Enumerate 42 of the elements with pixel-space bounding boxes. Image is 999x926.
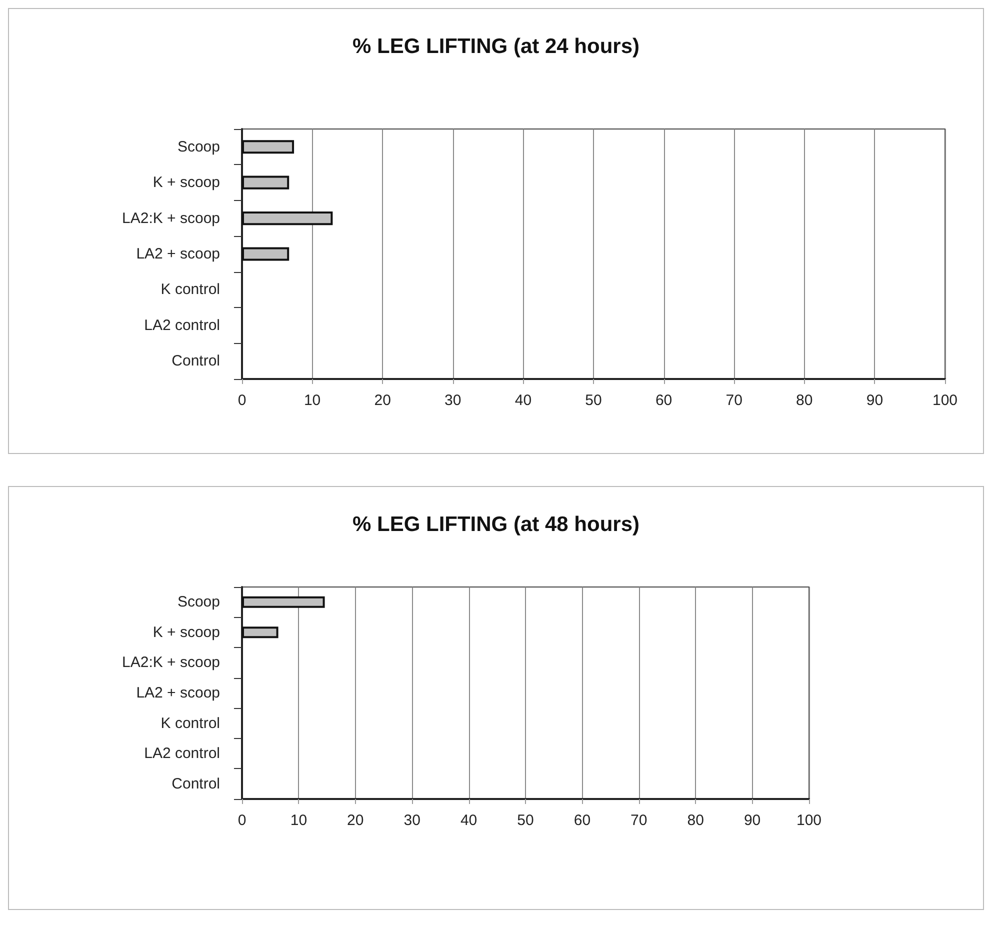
y-tick-label: Scoop xyxy=(177,138,220,156)
x-tick-label: 30 xyxy=(404,812,420,829)
x-tick-label: 60 xyxy=(655,392,672,409)
x-tick-label: 90 xyxy=(744,812,761,829)
y-tick-label: K control xyxy=(160,281,220,298)
y-tick-label: Scoop xyxy=(177,594,220,611)
x-tick-label: 40 xyxy=(514,392,532,409)
y-tick-label: K + scoop xyxy=(152,624,220,641)
x-tick-label: 100 xyxy=(796,812,822,829)
x-tick-label: 10 xyxy=(304,392,321,409)
y-tick-label: LA2 control xyxy=(144,316,220,334)
x-tick-label: 90 xyxy=(866,392,884,409)
x-tick-label: 30 xyxy=(444,392,462,409)
y-tick-label: LA2:K + scoop xyxy=(122,654,220,672)
x-tick-label: 80 xyxy=(796,392,813,409)
x-tick-label: 70 xyxy=(630,812,648,829)
y-tick-label: Control xyxy=(172,352,220,370)
chart-title: % LEG LIFTING (at 24 hours) xyxy=(352,35,640,58)
y-tick-label: LA2 control xyxy=(144,745,220,762)
x-tick-label: 60 xyxy=(574,812,591,829)
x-tick-label: 100 xyxy=(932,392,958,409)
x-tick-label: 70 xyxy=(726,392,742,409)
x-tick-label: 80 xyxy=(687,812,704,829)
y-tick-label: K control xyxy=(160,714,220,732)
bar xyxy=(242,247,290,261)
y-tick-label: K + scoop xyxy=(152,174,220,192)
x-tick-label: 0 xyxy=(238,392,246,409)
bar xyxy=(242,140,294,154)
y-tick-label: LA2 + scoop xyxy=(136,246,220,262)
x-tick-label: 10 xyxy=(290,812,308,829)
bar xyxy=(242,176,290,190)
x-tick-label: 20 xyxy=(347,812,364,829)
x-tick-label: 40 xyxy=(460,812,478,829)
chart-title: % LEG LIFTING (at 48 hours) xyxy=(352,513,640,536)
x-tick-label: 20 xyxy=(374,392,391,409)
y-tick-label: LA2 + scoop xyxy=(136,684,220,702)
x-tick-label: 0 xyxy=(238,812,246,829)
x-tick-label: 50 xyxy=(585,392,602,409)
y-tick-label: LA2:K + scoop xyxy=(122,210,220,227)
x-tick-label: 50 xyxy=(517,812,534,829)
y-tick-label: Control xyxy=(172,775,220,792)
bar xyxy=(242,212,333,226)
